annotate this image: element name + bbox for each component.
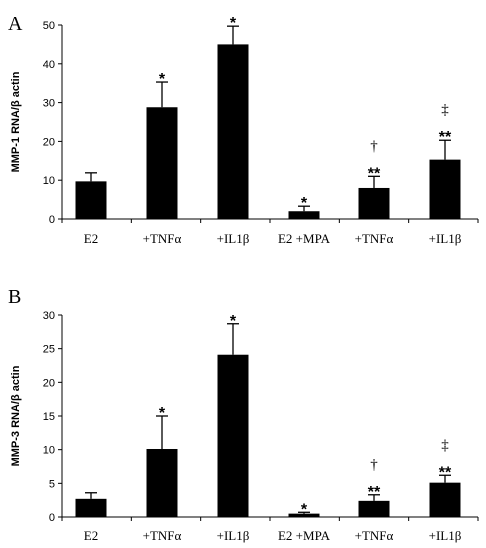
y-tick-label: 30 [43, 310, 55, 322]
y-axis-label: MMP-3 RNA/β actin [10, 365, 22, 466]
significance-marker: † [370, 457, 378, 473]
significance-marker: * [230, 15, 237, 32]
bar [75, 498, 107, 517]
bar [358, 187, 390, 219]
bar [288, 211, 320, 219]
y-axis-label: MMP-1 RNA/β actin [10, 71, 22, 172]
significance-marker: * [301, 195, 308, 212]
significance-marker: ‡ [441, 102, 449, 118]
chart-panel-A: A MMP-1 RNA/β actin 0 10 20 30 40 50 E2 * +TNFα * +I… [8, 13, 479, 246]
bar [429, 482, 461, 517]
y-tick-label: 40 [43, 59, 55, 71]
chart-panel-B: B MMP-3 RNA/β actin 0 5 10 15 20 25 30 E2 * +TNFα * +… [8, 286, 479, 543]
bar [429, 159, 461, 219]
x-tick-label: +IL1β [429, 528, 462, 543]
bar [146, 448, 178, 517]
y-tick-label: 10 [43, 175, 55, 187]
y-tick-label: 50 [43, 20, 55, 32]
bar [288, 513, 320, 517]
x-tick-label: +IL1β [217, 231, 250, 246]
x-tick-label: E2 [84, 528, 98, 543]
x-tick-label: E2 [84, 231, 98, 246]
significance-marker: ‡ [441, 437, 449, 453]
significance-marker: ** [368, 484, 381, 501]
y-tick-label: 30 [43, 98, 55, 110]
panel-label: A [8, 13, 23, 35]
x-tick-label: +IL1β [217, 528, 250, 543]
bar [75, 181, 107, 219]
bar [358, 500, 390, 517]
significance-marker: ** [439, 129, 452, 146]
y-tick-label: 0 [49, 512, 55, 524]
significance-marker: * [301, 501, 308, 518]
y-tick-label: 5 [49, 478, 55, 490]
y-tick-label: 15 [43, 411, 55, 423]
significance-marker: * [159, 71, 166, 88]
x-tick-label: E2 +MPA [278, 231, 331, 246]
y-tick-label: 20 [43, 377, 55, 389]
significance-marker: ** [368, 165, 381, 182]
significance-marker: * [230, 313, 237, 330]
x-tick-label: E2 +MPA [278, 528, 331, 543]
y-tick-label: 0 [49, 214, 55, 226]
x-tick-label: +TNFα [143, 528, 182, 543]
x-tick-label: +TNFα [355, 528, 394, 543]
x-tick-label: +IL1β [429, 231, 462, 246]
x-tick-label: +TNFα [355, 231, 394, 246]
significance-marker: ** [439, 464, 452, 481]
y-tick-label: 20 [43, 136, 55, 148]
x-tick-label: +TNFα [143, 231, 182, 246]
significance-marker: † [370, 138, 378, 154]
panel-label: B [8, 286, 21, 308]
bar [217, 44, 249, 220]
bar [217, 354, 249, 517]
y-tick-label: 10 [43, 445, 55, 457]
bar [146, 107, 178, 219]
y-tick-label: 25 [43, 344, 55, 356]
significance-marker: * [159, 405, 166, 422]
